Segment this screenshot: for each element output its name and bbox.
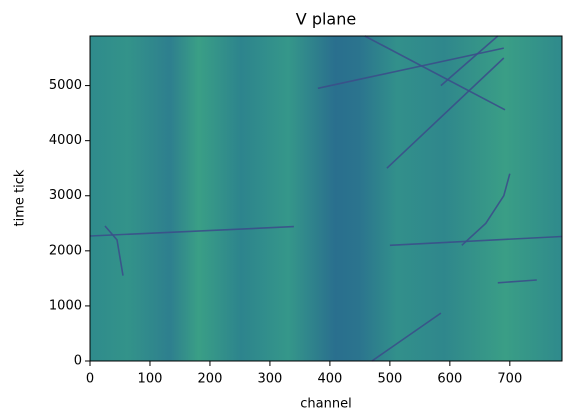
plot-frame [89,35,563,362]
y-tick-label: 0 [74,354,82,369]
x-tick-label: 0 [86,372,94,387]
y-tick-label: 1000 [49,298,82,313]
track [89,225,294,237]
x-tick-label: 200 [198,372,223,387]
x-tick-label: 300 [258,372,283,387]
track [440,35,499,87]
track [317,47,504,90]
track [389,235,563,247]
y-tick-label: 3000 [49,188,82,203]
track [386,57,505,169]
y-tick-label: 5000 [49,78,82,93]
x-tick-label: 100 [138,372,163,387]
x-tick-label: 400 [317,372,342,387]
y-tick-label: 2000 [49,243,82,258]
track [461,173,511,246]
x-tick-label: 500 [377,372,402,387]
image-background [90,36,562,361]
track [497,279,537,284]
x-tick-label: 600 [437,372,462,387]
x-tick-label: 700 [497,372,522,387]
chart-title: V plane [296,10,356,29]
y-axis-label: time tick [13,169,28,226]
x-axis-label: channel [300,397,351,412]
y-tick-label: 4000 [49,133,82,148]
track [364,35,506,111]
track [104,225,124,276]
track [371,312,442,362]
